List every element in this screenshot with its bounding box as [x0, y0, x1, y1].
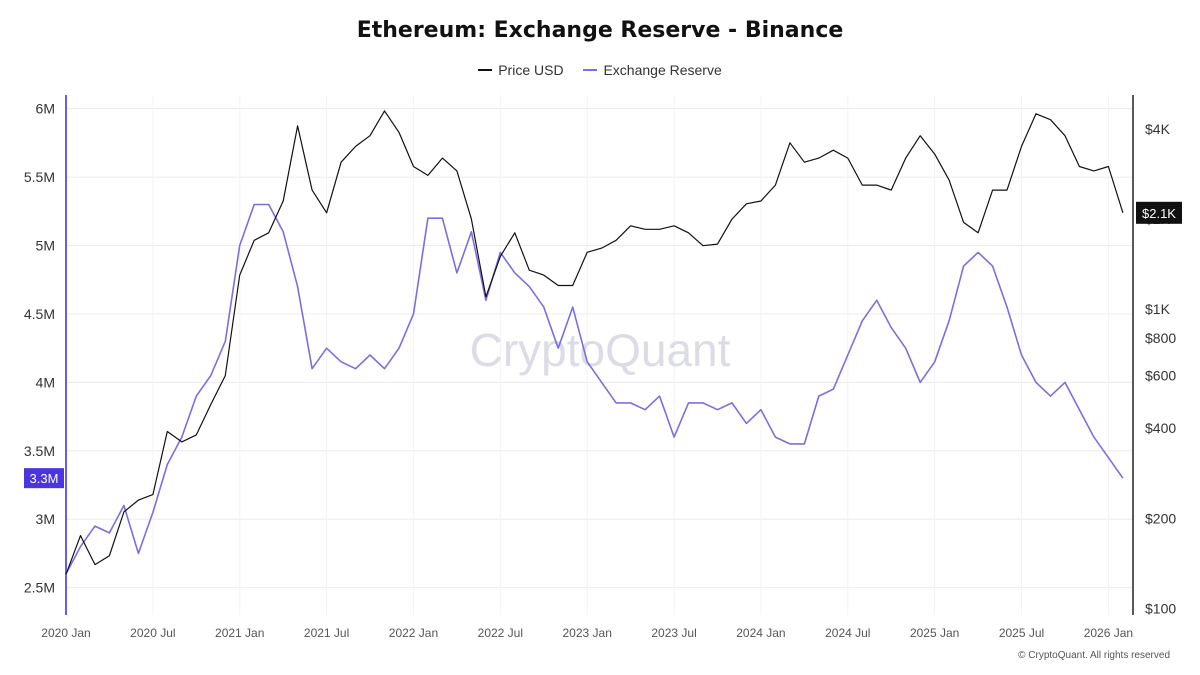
watermark-text: CryptoQuant — [470, 324, 731, 376]
left-tick-label: 3M — [36, 511, 55, 527]
series-line-price-usd — [65, 110, 1124, 575]
right-tick-label: $600 — [1145, 368, 1176, 384]
left-tick-label: 2.5M — [24, 580, 55, 596]
x-tick-label: 2023 Jan — [562, 626, 611, 640]
left-value-badge — [24, 468, 64, 489]
x-tick-label: 2022 Jul — [478, 626, 523, 640]
x-tick-label: 2025 Jul — [999, 626, 1044, 640]
x-tick-label: 2020 Jul — [130, 626, 175, 640]
legend-item-price[interactable]: Price USD — [478, 62, 564, 78]
x-tick-label: 2021 Jan — [215, 626, 264, 640]
left-tick-label: 4M — [36, 374, 55, 390]
x-tick-label: 2026 Jan — [1084, 626, 1133, 640]
x-tick-label: 2021 Jul — [304, 626, 349, 640]
x-axis: 2020 Jan 2020 Jul 2021 Jan 2021 Jul 2022 Jan… — [41, 626, 1133, 640]
left-tick-label: 5M — [36, 238, 55, 254]
left-tick-label: 4.5M — [24, 306, 55, 322]
legend-swatch-price — [478, 69, 493, 71]
value-badges: 3.3M $2.1K — [24, 201, 1182, 489]
x-tick-label: 2024 Jan — [736, 626, 785, 640]
left-axis: 2.5M 3M 3.5M 4M 4.5M 5M 5.5M 6M — [24, 95, 67, 615]
right-tick-label: $200 — [1145, 510, 1176, 526]
x-tick-label: 2023 Jul — [651, 626, 696, 640]
right-tick-label: $100 — [1145, 600, 1176, 616]
legend-item-reserve[interactable]: Exchange Reserve — [583, 62, 722, 78]
x-tick-label: 2024 Jul — [825, 626, 870, 640]
left-value-badge-label: 3.3M — [30, 471, 59, 486]
credit-text: © CryptoQuant. All rights reserved — [1018, 650, 1170, 661]
legend-label-reserve: Exchange Reserve — [603, 62, 722, 78]
x-tick-label: 2020 Jan — [41, 626, 90, 640]
series-layer — [65, 110, 1124, 575]
right-value-badge — [1136, 201, 1182, 224]
right-tick-label: $1K — [1145, 301, 1171, 317]
chart-legend: Price USD Exchange Reserve — [0, 58, 1200, 78]
right-value-badge-label: $2.1K — [1142, 206, 1176, 221]
left-tick-label: 3.5M — [24, 443, 55, 459]
legend-label-price: Price USD — [498, 62, 564, 78]
series-line-exchange-reserve — [65, 203, 1124, 575]
left-tick-label: 5.5M — [24, 169, 55, 185]
right-tick-label: $400 — [1145, 420, 1176, 436]
x-tick-label: 2022 Jan — [389, 626, 438, 640]
right-tick-label: $800 — [1145, 330, 1176, 346]
legend-swatch-reserve — [583, 69, 598, 71]
x-tick-label: 2025 Jan — [910, 626, 959, 640]
chart-title: Ethereum: Exchange Reserve - Binance — [356, 18, 844, 43]
right-axis: $100$200$400$600$800$1K$2K$4K — [1132, 95, 1176, 616]
left-tick-label: 6M — [36, 101, 55, 117]
right-tick-label: $4K — [1145, 121, 1171, 137]
